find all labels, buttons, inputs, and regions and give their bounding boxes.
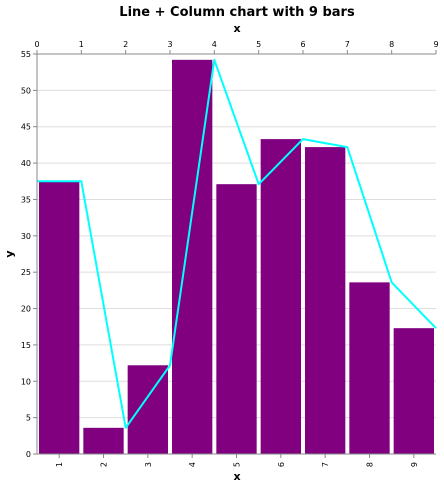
- bar: [83, 427, 124, 454]
- line-series: [37, 58, 437, 429]
- top-x-tick-label: 8: [389, 40, 394, 49]
- chart-title: Line + Column chart with 9 bars: [119, 5, 355, 20]
- bars: [39, 59, 434, 455]
- line-series-path: [37, 58, 437, 429]
- bottom-x-tick-label: 3: [144, 462, 153, 467]
- top-x-tick-label: 1: [79, 40, 84, 49]
- bottom-x-tick-label: 8: [366, 462, 375, 467]
- bottom-x-tick-label: 1: [55, 462, 64, 467]
- bar: [349, 282, 390, 454]
- bar: [305, 147, 346, 454]
- y-tick-label: 5: [26, 414, 31, 423]
- top-x-tick-label: 6: [300, 40, 305, 49]
- y-tick-label: 0: [26, 450, 31, 459]
- bar: [260, 139, 301, 454]
- y-tick-label: 15: [21, 341, 31, 350]
- bottom-x-tick-label: 7: [321, 462, 330, 467]
- y-tick-label: 25: [21, 268, 31, 277]
- y-tick-label: 30: [21, 232, 31, 241]
- bottom-x-tick-label: 9: [410, 462, 419, 467]
- bottom-x-tick-label: 5: [233, 462, 242, 467]
- y-tick-label: 45: [21, 123, 31, 132]
- y-tick-label: 20: [21, 305, 31, 314]
- bottom-x-axis-title: x: [233, 470, 240, 483]
- top-x-tick-label: 7: [345, 40, 350, 49]
- top-x-tick-label: 5: [256, 40, 261, 49]
- bar: [216, 184, 257, 454]
- top-x-tick-label: 4: [212, 40, 217, 49]
- top-x-tick-label: 2: [123, 40, 128, 49]
- bar: [393, 328, 434, 454]
- bar: [39, 181, 80, 455]
- y-axis-title: y: [3, 250, 16, 257]
- y-tick-label: 50: [21, 86, 31, 95]
- top-x-tick-label: 0: [34, 40, 39, 49]
- bottom-x-tick-label: 2: [100, 462, 109, 467]
- y-tick-label: 55: [21, 50, 31, 59]
- bottom-x-tick-label: 4: [188, 462, 197, 467]
- y-tick-label: 35: [21, 195, 31, 204]
- top-x-axis-title: x: [233, 22, 240, 35]
- bottom-x-tick-label: 6: [277, 462, 286, 467]
- bar: [127, 365, 168, 454]
- top-x-tick-label: 9: [433, 40, 438, 49]
- top-x-tick-label: 3: [167, 40, 172, 49]
- y-tick-label: 10: [21, 377, 31, 386]
- y-tick-label: 40: [21, 159, 31, 168]
